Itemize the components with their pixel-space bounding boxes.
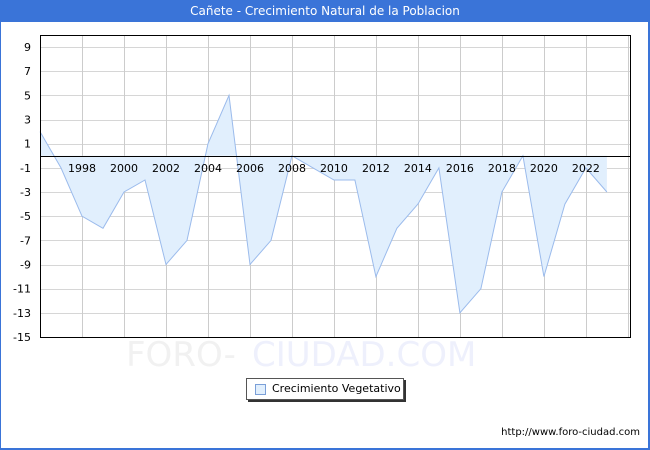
watermark-part1: FORO- [126, 335, 236, 375]
x-tick-label: 1998 [68, 162, 96, 175]
y-tick-label: 1 [24, 138, 31, 151]
x-tick-label: 2002 [152, 162, 180, 175]
y-tick-label: -9 [20, 259, 31, 272]
watermark-part2: CIUDAD.COM [252, 335, 476, 375]
y-tick-label: -5 [20, 210, 31, 223]
x-tick-label: 2010 [320, 162, 348, 175]
y-tick-label: -15 [13, 331, 31, 344]
x-tick-label: 2018 [488, 162, 516, 175]
source-url[interactable]: http://www.foro-ciudad.com [501, 427, 640, 438]
chart-title: Cañete - Crecimiento Natural de la Pobla… [0, 0, 650, 22]
x-tick-label: 2014 [404, 162, 432, 175]
y-axis-labels: 9 7 5 3 1 -1 -3 -5 -7 -9 -11 -13 -15 [13, 41, 31, 344]
y-tick-label: 7 [24, 65, 31, 78]
plot-border [40, 35, 631, 338]
legend-swatch-icon [255, 384, 266, 395]
x-tick-label: 2020 [530, 162, 558, 175]
y-tick-label: 5 [24, 89, 31, 102]
y-tick-label: 3 [24, 114, 31, 127]
y-tick-label: -13 [13, 307, 31, 320]
data-series-area [39, 93, 608, 314]
x-tick-label: 2006 [236, 162, 264, 175]
watermark: FORO- CIUDAD.COM [126, 335, 476, 375]
legend: Crecimiento Vegetativo [246, 378, 404, 400]
y-tick-label: -7 [20, 234, 31, 247]
x-axis-labels: 1998 2000 2002 2004 2006 2008 2010 2012 2014 2016… [68, 162, 600, 175]
x-tick-label: 2000 [110, 162, 138, 175]
x-tick-label: 2008 [278, 162, 306, 175]
x-tick-label: 2012 [362, 162, 390, 175]
x-tick-label: 2022 [572, 162, 600, 175]
y-tick-label: -1 [20, 162, 31, 175]
legend-label: Crecimiento Vegetativo [272, 382, 401, 395]
y-tick-label: 9 [24, 41, 31, 54]
x-tick-label: 2004 [194, 162, 222, 175]
x-tick-label: 2016 [446, 162, 474, 175]
y-tick-label: -11 [13, 283, 31, 296]
y-tick-label: -3 [20, 186, 31, 199]
